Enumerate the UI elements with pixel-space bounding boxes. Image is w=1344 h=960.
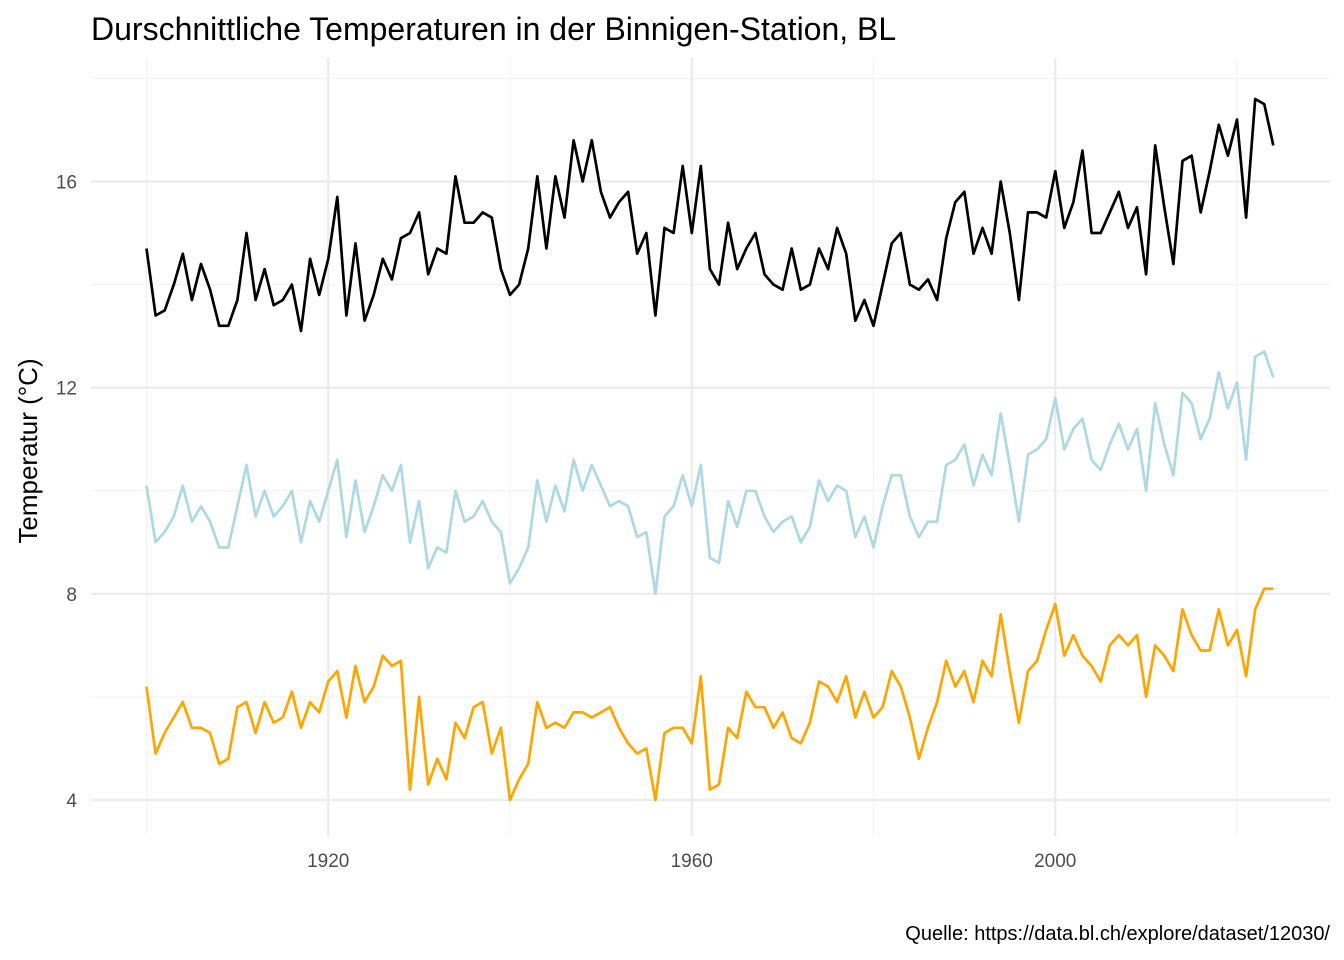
series-line-2 [145, 350, 1275, 596]
y-axis-tick-labels: 4 8 12 16 [56, 173, 78, 813]
series-lines [145, 97, 1275, 802]
chart-title: Durschnittliche Temperaturen in der Binn… [91, 11, 896, 47]
y-tick-label: 12 [56, 379, 77, 400]
series-line-3 [145, 587, 1274, 802]
minor-gridlines [91, 58, 1330, 836]
series-line-1 [145, 97, 1275, 333]
x-tick-label: 1960 [671, 851, 713, 872]
y-tick-label: 8 [66, 585, 77, 606]
x-axis-tick-labels: 1920 1960 2000 [307, 851, 1076, 872]
y-tick-label: 4 [66, 791, 77, 812]
y-axis-label: Temperatur (°C) [13, 358, 43, 543]
major-gridlines [91, 58, 1330, 836]
y-tick-label: 16 [56, 173, 77, 194]
chart-caption: Quelle: https://data.bl.ch/explore/datas… [905, 923, 1330, 945]
x-tick-label: 2000 [1034, 851, 1076, 872]
x-tick-label: 1920 [307, 851, 349, 872]
